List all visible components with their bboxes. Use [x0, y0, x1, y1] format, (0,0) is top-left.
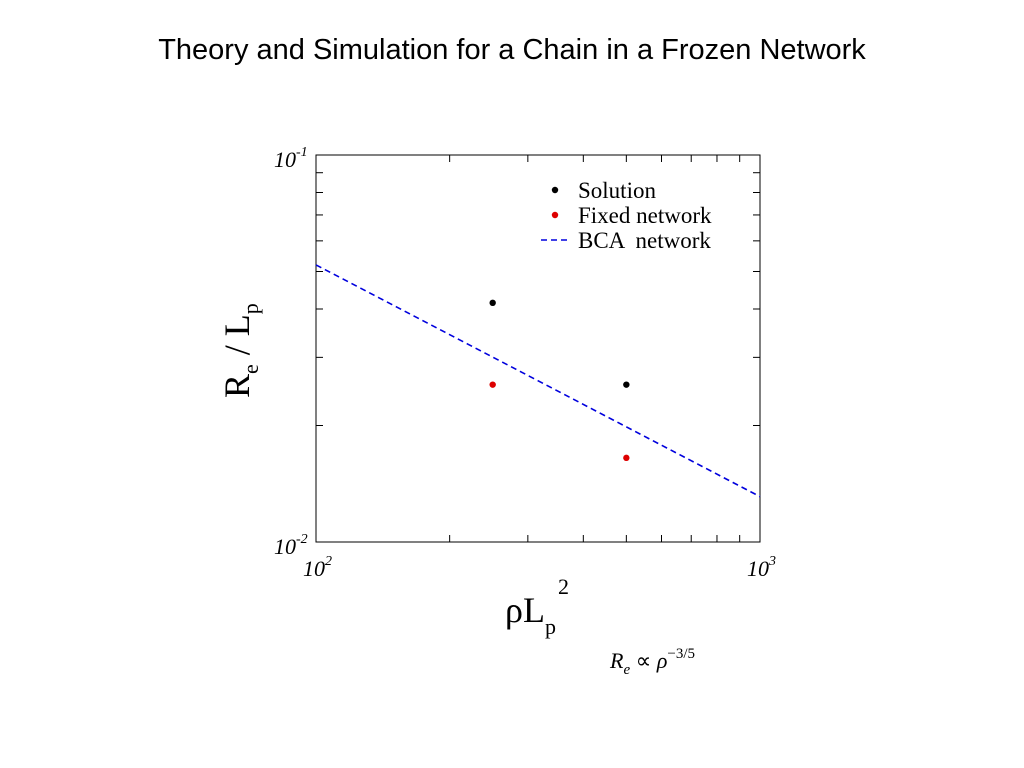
x-tick-label: 103	[747, 554, 776, 581]
formula-variable: ρ	[656, 648, 668, 673]
data-point-solution	[489, 299, 496, 307]
formula-base: R	[610, 648, 624, 673]
legend-label: BCA network	[578, 228, 711, 253]
x-tick-base: 10	[303, 556, 325, 581]
data-point-fixed-network	[489, 381, 496, 388]
x-axis-title: ρLp2	[505, 574, 569, 639]
legend-label: Fixed network	[578, 203, 712, 228]
y-axis-title: Re / Lp	[217, 303, 263, 398]
scaling-formula: Re ∝ ρ−3/5	[610, 646, 730, 688]
y-tick-base: 10	[274, 147, 296, 172]
legend-swatch-dot	[551, 211, 559, 219]
plot-frame	[315, 154, 761, 543]
legend-swatch-dot	[551, 186, 559, 194]
x-tick-exponent: 2	[325, 554, 332, 569]
axis-titles: ρLp2 Re / Lp	[217, 303, 569, 639]
formula-subscript: e	[623, 662, 631, 678]
y-title-main: R	[217, 374, 257, 398]
plot-border	[315, 154, 761, 543]
y-tick-label: 10-1	[274, 145, 308, 172]
y-tick-label: 10-2	[274, 532, 308, 559]
y-title-subscript-2: p	[238, 303, 263, 314]
formula-exponent: −3/5	[667, 646, 696, 662]
y-tick-exponent: -2	[296, 532, 308, 547]
formula-relation: ∝	[635, 648, 652, 673]
y-tick-exponent: -1	[296, 145, 308, 160]
x-tick-label: 102	[303, 554, 332, 581]
legend-label: Solution	[578, 178, 656, 203]
x-title-superscript: 2	[558, 574, 569, 599]
data-point-solution	[623, 381, 630, 388]
series-layer	[315, 264, 761, 498]
slide-title: Theory and Simulation for a Chain in a F…	[158, 34, 866, 66]
series-line-bca-network	[315, 264, 761, 498]
x-title-main: ρL	[505, 590, 545, 630]
x-title-subscript: p	[545, 614, 556, 639]
x-tick-exponent: 3	[768, 554, 776, 569]
data-point-fixed-network	[623, 454, 630, 462]
x-tick-base: 10	[747, 556, 769, 581]
y-title-middle: / L	[217, 314, 257, 364]
y-title-subscript: e	[238, 364, 263, 374]
y-tick-base: 10	[274, 534, 296, 559]
minor-ticks	[316, 155, 760, 542]
